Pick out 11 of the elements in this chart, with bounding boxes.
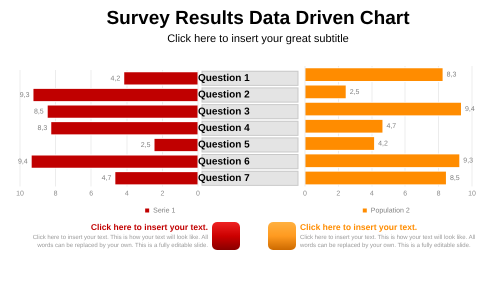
y-tick-label: Question 5 (198, 140, 250, 151)
text: Click here to insert your great subtitle (166, 33, 350, 45)
y-tick-label: Question 6 (198, 156, 250, 168)
y-tick-label: Question 2 (198, 90, 250, 101)
y-tick-label: Question 1 (198, 73, 250, 84)
y-tick-label: Question 3 (198, 106, 250, 118)
text: Click here to insert your text. (300, 222, 418, 232)
text: Survey Results Data Driven Chart (105, 8, 411, 30)
text: Click here to insert your text. (90, 222, 208, 232)
y-tick-label: Question 4 (198, 123, 250, 134)
y-tick-label: Question 7 (198, 173, 250, 184)
